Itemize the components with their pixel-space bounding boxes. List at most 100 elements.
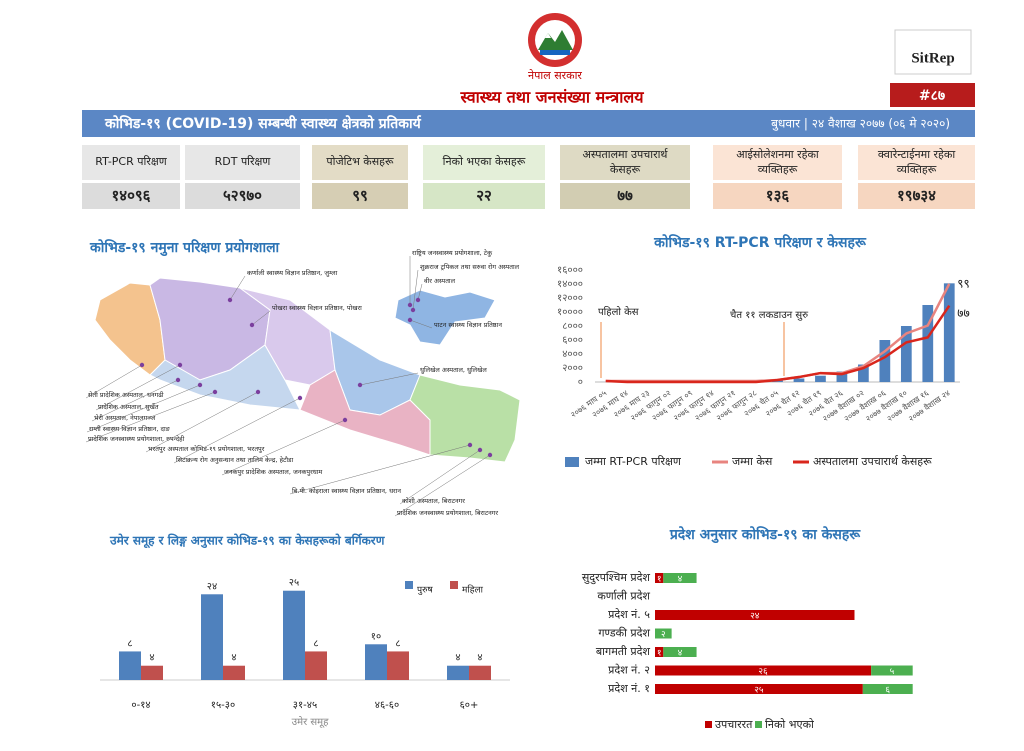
annotation: चैत ११ लकडाउन सुरु — [730, 309, 809, 321]
lab-dot — [342, 417, 348, 423]
lab-dot — [255, 389, 261, 395]
y-tick-label: ६००० — [562, 335, 583, 346]
y-tick-label: २००० — [562, 363, 583, 374]
bar — [201, 594, 223, 680]
value-label: ८ — [395, 638, 400, 649]
banner-title: कोभिड-१९ (COVID-19) सम्बन्धी स्वास्थ्य क… — [104, 115, 422, 132]
lab-dot — [407, 302, 413, 308]
lab-label: राप्ती स्वास्थ्य विज्ञान प्रतिष्ठान, दाङ — [89, 425, 171, 433]
lab-dot — [415, 297, 421, 303]
value-label: २६ — [758, 667, 768, 677]
emblem — [528, 13, 582, 67]
value-label: ४ — [455, 653, 460, 664]
lab-label: प्रादेशिक जनस्वास्थ्य प्रयोगशाला, बिराटन… — [397, 509, 498, 517]
stat-label: क्वारेन्टाईनमा रहेका — [878, 148, 956, 161]
legend-label: उपचाररत — [715, 718, 753, 731]
x-tick-label: ६०+ — [460, 700, 479, 711]
lab-dot — [407, 317, 413, 323]
value-label: ४ — [477, 653, 482, 664]
leader-line — [251, 310, 271, 326]
legend-swatch — [565, 457, 579, 467]
y-tick-label: प्रदेश नं. २ — [608, 664, 650, 677]
bar — [655, 610, 855, 620]
map — [94, 277, 521, 463]
lab-dot — [197, 382, 203, 388]
banner-date: बुधवार | २४ वैशाख २०७७ (०६ मे २०२०) — [771, 117, 950, 132]
stat-value: २२ — [476, 187, 492, 205]
value-label: ८ — [127, 638, 132, 649]
value-label: ५ — [890, 667, 895, 677]
lab-label: शुक्रराज ट्रपिकल तथा सरुवा रोग अस्पताल — [420, 263, 520, 271]
leader-line — [173, 397, 301, 464]
bar — [836, 371, 848, 382]
leader-line — [394, 454, 491, 517]
y-tick-label: ८००० — [562, 321, 583, 332]
stat-value-box — [713, 183, 842, 209]
stat-label: केसहरू — [610, 163, 641, 176]
lab-dot — [410, 307, 416, 313]
lab-label: पाटन स्वास्थ्य विज्ञान प्रतिष्ठान — [434, 321, 502, 329]
lab-dot — [175, 377, 181, 383]
bar — [655, 573, 664, 583]
lab-label: प्रादेशिक जनस्वास्थ्य प्रयोगशाला, रुपन्द… — [88, 435, 185, 443]
x-tick-label: १५-३० — [211, 700, 235, 711]
value-label: ६ — [885, 686, 890, 696]
stat-value-box — [185, 183, 300, 209]
lab-dot — [177, 362, 183, 368]
bar — [365, 644, 387, 680]
lab-label: धुलिखेल अस्पताल, धुलिखेल — [420, 366, 487, 374]
stat-label: RT-PCR परिक्षण — [95, 155, 167, 168]
legend-swatch — [405, 581, 413, 589]
stat-label-box — [185, 145, 300, 180]
issue-box — [890, 83, 975, 107]
leader-line — [145, 391, 259, 453]
leader-line — [412, 269, 419, 311]
value-label: १० — [371, 631, 381, 642]
legend-label: पुरुष — [417, 586, 433, 596]
value-label: ४ — [231, 653, 236, 664]
chart-title: कोभिड-१९ RT-PCR परिक्षण र केसहरू — [653, 234, 867, 251]
legend-label: अस्पतालमा उपचारार्थ केसहरू — [813, 455, 932, 468]
value-label: ४ — [678, 649, 683, 659]
badge-box — [894, 29, 972, 75]
y-tick-label: सुदुरपश्चिम प्रदेश — [582, 571, 651, 585]
line — [605, 304, 951, 384]
value-label: ४ — [678, 575, 683, 585]
y-tick-label: १४००० — [557, 279, 583, 290]
y-tick-label: गण्डकी प्रदेश — [598, 627, 650, 640]
value-label: २४ — [750, 612, 760, 622]
bar — [793, 378, 805, 382]
value-label: २५ — [754, 686, 764, 696]
stat-label-box — [423, 145, 545, 180]
bar — [141, 665, 163, 680]
lab-label: वीर अस्पताल — [424, 277, 456, 285]
leader-line — [417, 283, 423, 301]
stat-label: पोजेटिभ केसहरू — [326, 155, 394, 168]
x-tick-label: ०-१४ — [131, 700, 150, 711]
lab-dot — [467, 442, 473, 448]
value-label: ९९ — [957, 276, 969, 290]
leader-line — [289, 444, 471, 495]
value-label: १ — [657, 649, 662, 659]
legend-label: निको भएको — [765, 718, 814, 731]
bar — [663, 647, 697, 657]
stat-label: अस्पतालमा उपचारार्थ — [583, 148, 669, 161]
leader-line — [95, 364, 181, 411]
bar — [900, 326, 912, 382]
stat-value-box — [560, 183, 690, 209]
x-tick-label: ३१-४५ — [293, 700, 317, 711]
value-label: ७७ — [957, 306, 969, 320]
leader-line — [221, 419, 346, 476]
y-tick-label: १२००० — [557, 293, 583, 304]
lab-label: भेरी अस्पताल, नेपालगञ्ज — [94, 414, 155, 422]
chart-title: उमेर समूह र लिङ्ग अनुसार कोभिड-१९ का केस… — [109, 534, 386, 549]
value-label: ८ — [313, 638, 318, 649]
bar — [387, 651, 409, 680]
y-tick-label: ० — [578, 377, 583, 388]
lab-label: सेती प्रादेशिक अस्पताल, धनगढी — [88, 391, 164, 399]
legend-swatch — [450, 581, 458, 589]
stat-value-box — [82, 183, 180, 209]
lab-label: पोखरा स्वास्थ्य विज्ञान प्रतिष्ठान, पोखर… — [272, 304, 362, 312]
stat-label-box — [713, 145, 842, 180]
value-label: ४ — [149, 653, 154, 664]
